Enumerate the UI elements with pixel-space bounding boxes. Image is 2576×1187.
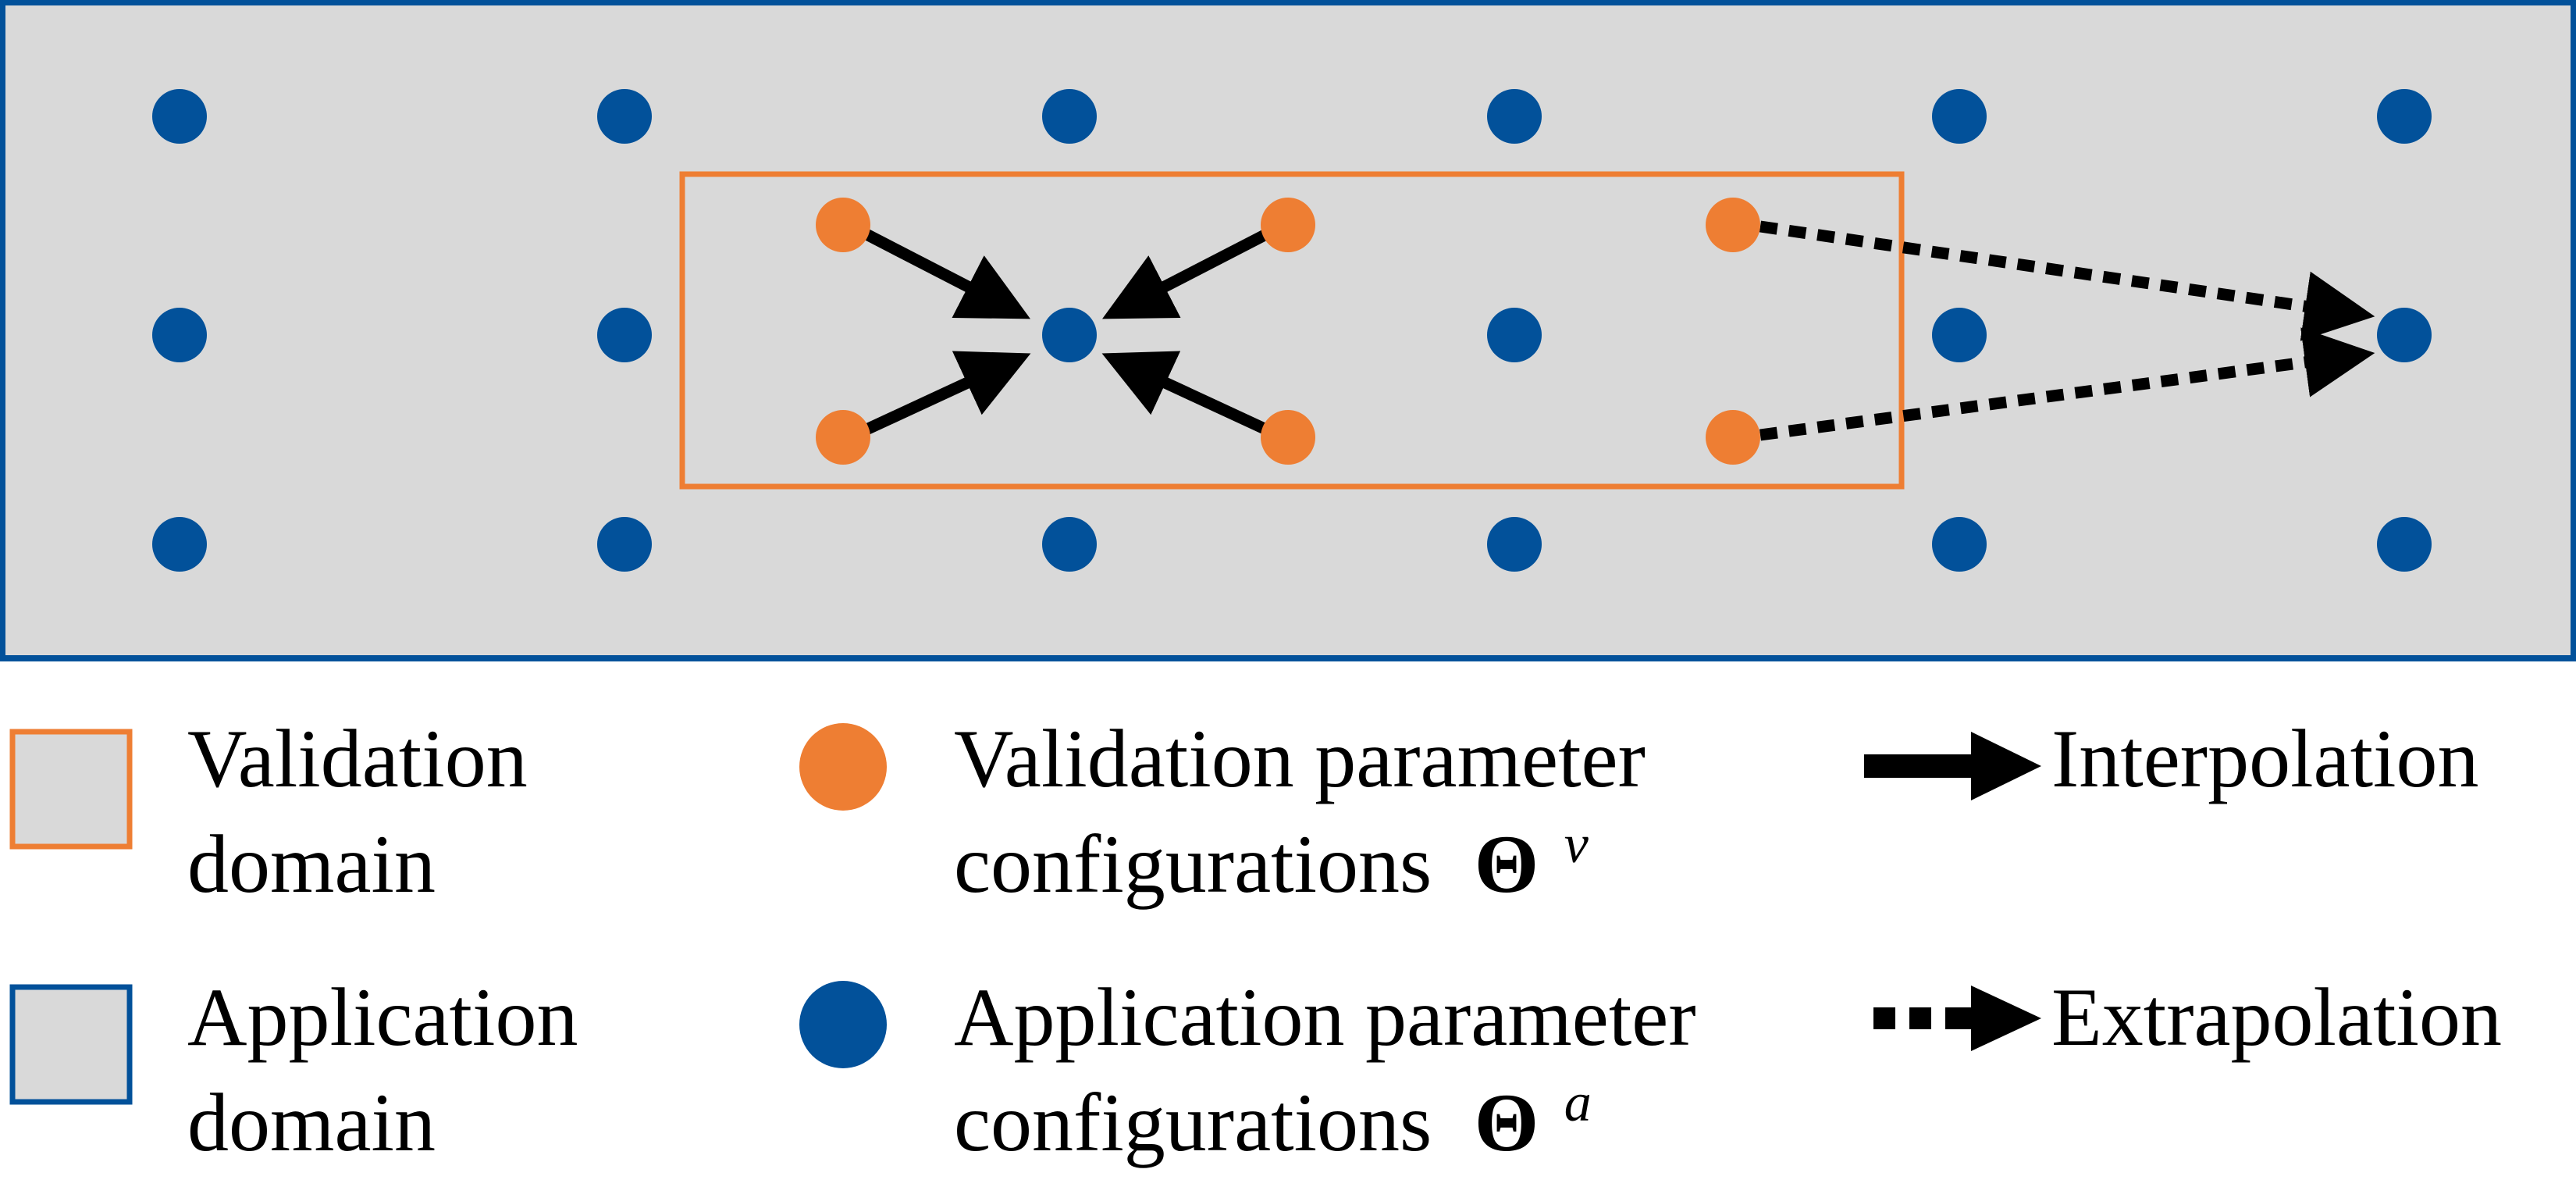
application-point [1487,308,1542,362]
validation-domain-box [679,171,1905,490]
application-point [597,308,652,362]
application-points [152,89,2432,572]
application-domain-label-line2: domain [187,1077,436,1168]
validation-domain-label-line2: domain [187,818,436,910]
validation-point [1261,198,1315,252]
application-point [2377,517,2432,572]
validation-point [1261,410,1315,465]
validation-theta-symbol: Θ [1475,818,1539,910]
validation-configs-label-line2: configurations [954,818,1432,910]
application-point [1932,308,1987,362]
application-point [1487,517,1542,572]
validation-points [816,198,1760,465]
application-point [597,517,652,572]
application-point [1487,89,1542,144]
application-point [597,89,652,144]
interpolation-arrow [863,229,1030,319]
interpolation-arrow [863,351,1031,435]
application-configs-label: Application parameter [954,971,1696,1063]
application-point [2377,89,2432,144]
validation-theta-superscript: v [1564,815,1589,875]
application-point [1932,89,1987,144]
application-point [152,517,207,572]
validation-domain-label-line1: Validation [187,713,528,804]
application-point [1042,517,1097,572]
extrapolation-arrow [1759,327,2375,441]
application-domain-label: Application domain [187,971,599,1168]
extrapolation-arrow [1759,220,2375,341]
application-domain-label-line1: Application [187,971,578,1063]
validation-domain-label: Validation domain [187,713,548,910]
application-configs-label-second: configurations Θ a [954,1073,1592,1168]
validation-configs-label-line1: Validation parameter [954,713,1646,804]
application-theta-symbol: Θ [1475,1077,1539,1168]
application-theta-superscript: a [1564,1073,1592,1133]
application-point [152,89,207,144]
validation-domain-swatch [9,729,133,850]
validation-point [816,410,870,465]
interpolation-arrow [1101,351,1269,435]
application-domain-area [0,0,2576,661]
interpolation-legend-arrow [1864,732,2041,800]
application-point-legend-marker [799,981,887,1068]
interpolation-arrows [863,229,1269,435]
validation-point [1706,410,1760,465]
interpolation-arrow [1102,229,1269,319]
extrapolation-legend-arrow [1873,986,2041,1051]
validation-configs-label-second: configurations Θ v [954,815,1589,910]
application-configs-label-line2: configurations [954,1077,1432,1168]
application-point [152,308,207,362]
application-configs-label-line1: Application parameter [954,971,1696,1063]
application-point [1042,308,1097,362]
interpolation-label: Interpolation [2051,713,2479,804]
application-point [2377,308,2432,362]
validation-configs-label: Validation parameter [954,713,1646,804]
extrapolation-arrows [1759,220,2375,441]
validation-point-legend-marker [799,723,887,811]
validation-point [816,198,870,252]
application-domain-swatch [9,984,133,1105]
application-point [1932,517,1987,572]
extrapolation-label: Extrapolation [2051,971,2502,1063]
application-point [1042,89,1097,144]
validation-point [1706,198,1760,252]
